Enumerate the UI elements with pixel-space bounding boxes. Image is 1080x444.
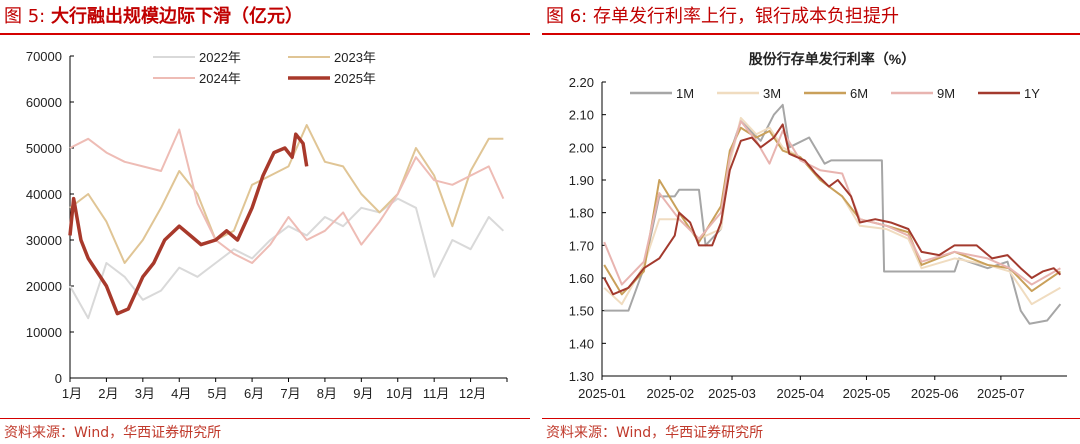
x-tick-label: 9月: [353, 386, 373, 401]
y-tick-label: 1.70: [569, 238, 594, 253]
y-tick-label: 30000: [26, 233, 62, 248]
figure-title: 图 6: 存单发行利率上行，银行成本负担提升: [546, 2, 899, 28]
series-line-2024年: [69, 128, 505, 264]
legend-label: 2023年: [334, 50, 376, 65]
title-rule: [0, 33, 530, 35]
series-line-2022年: [69, 197, 505, 320]
y-tick-label: 1.50: [569, 304, 594, 319]
source-rule: [0, 418, 530, 419]
x-tick-label: 12月: [459, 386, 486, 401]
figure-title: 图 5: 大行融出规模边际下滑（亿元）: [4, 2, 303, 28]
x-tick-label: 8月: [317, 386, 337, 401]
y-tick-label: 2.10: [569, 108, 594, 123]
series-line-3M: [603, 116, 1061, 306]
x-tick-label: 5月: [208, 386, 228, 401]
x-tick-label: 2月: [98, 386, 118, 401]
x-tick-label: 2025-03: [708, 386, 756, 401]
x-tick-label: 2025-01: [578, 386, 626, 401]
legend-label: 9M: [937, 86, 955, 101]
y-tick-label: 60000: [26, 95, 62, 110]
y-tick-label: 2.20: [569, 75, 594, 90]
legend-label: 2025年: [334, 71, 376, 86]
series-line-9M: [603, 120, 1061, 286]
source-note: 资料来源：Wind，华西证券研究所: [4, 425, 222, 441]
y-tick-label: 1.30: [569, 369, 594, 384]
y-tick-label: 1.80: [569, 206, 594, 221]
series-line-2025年: [68, 132, 309, 316]
chart-title: 股份行存单发行利率（%）: [749, 51, 915, 67]
figure-title-text: 存单发行利率上行，银行成本负担提升: [592, 6, 899, 27]
x-tick-label: 11月: [423, 386, 450, 401]
x-tick-label: 2025-06: [911, 386, 959, 401]
y-tick-label: 1.90: [569, 173, 594, 188]
series-line-1Y: [603, 123, 1062, 296]
legend-label: 1Y: [1024, 86, 1040, 101]
source-rule: [542, 418, 1080, 419]
x-tick-label: 1月: [62, 386, 82, 401]
series-line-1M: [604, 103, 1062, 325]
series-line-2023年: [69, 124, 504, 264]
x-tick-label: 10月: [386, 386, 413, 401]
legend-label: 2022年: [199, 50, 241, 65]
y-tick-label: 1.40: [569, 336, 594, 351]
cd-rate-chart: 股份行存单发行利率（%） 1.30 1.40 1.50 1.60 1.70 1.80 1.90…: [569, 51, 1067, 401]
y-tick-label: 70000: [26, 49, 62, 64]
x-tick-label: 4月: [171, 386, 191, 401]
left-panel: 图 5: 大行融出规模边际下滑（亿元） 0 10000 20000 30000 4000…: [0, 0, 530, 444]
y-tick-label: 50000: [26, 141, 62, 156]
y-tick-label: 0: [55, 371, 62, 386]
figure-title-text: 大行融出规模边际下滑（亿元）: [50, 6, 303, 27]
y-tick-label: 20000: [26, 279, 62, 294]
x-tick-label: 2025-04: [776, 386, 824, 401]
title-rule: [542, 33, 1080, 35]
y-tick-label: 10000: [26, 325, 62, 340]
legend-label: 6M: [850, 86, 868, 101]
x-tick-label: 6月: [244, 386, 264, 401]
x-tick-label: 2025-02: [646, 386, 694, 401]
source-note: 资料来源：Wind，华西证券研究所: [546, 425, 764, 441]
figure-label: 图 5:: [4, 6, 46, 27]
x-tick-label: 7月: [280, 386, 300, 401]
legend-label: 3M: [763, 86, 781, 101]
y-tick-label: 2.00: [569, 140, 594, 155]
y-tick-label: 1.60: [569, 271, 594, 286]
x-tick-label: 2025-05: [843, 386, 891, 401]
legend-label: 1M: [676, 86, 694, 101]
legend-label: 2024年: [199, 71, 241, 86]
x-tick-label: 3月: [135, 386, 155, 401]
figure-label: 图 6:: [546, 6, 588, 27]
y-tick-label: 40000: [26, 187, 62, 202]
right-panel: 图 6: 存单发行利率上行，银行成本负担提升 股份行存单发行利率（%） 1.30 1…: [542, 0, 1080, 444]
lending-chart: 0 10000 20000 30000 40000 50000 60000 70000 1月 2月…: [26, 49, 508, 401]
x-tick-label: 2025-07: [977, 386, 1025, 401]
